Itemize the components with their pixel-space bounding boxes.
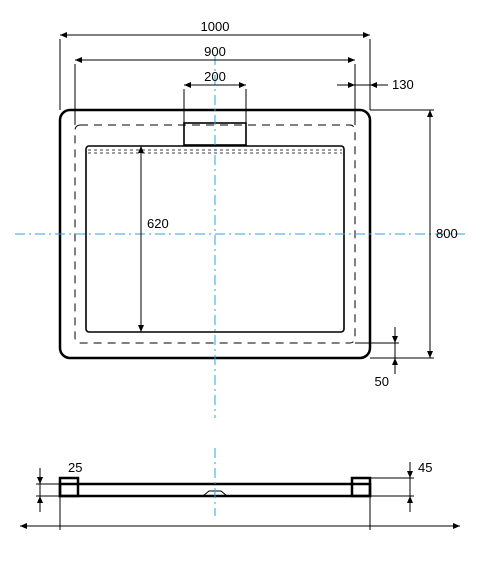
dim-200: 200	[204, 69, 226, 84]
section-view: 25 45	[20, 448, 460, 530]
dim-900: 900	[204, 44, 226, 59]
plan-view: 1000 900 200 130 800 620 50	[15, 19, 465, 418]
dim-25: 25	[68, 460, 82, 475]
dim-50: 50	[375, 374, 389, 389]
dim-45: 45	[418, 460, 432, 475]
dim-1000: 1000	[201, 19, 230, 34]
dim-620: 620	[147, 216, 169, 231]
dim-800: 800	[436, 226, 458, 241]
dim-130: 130	[392, 77, 414, 92]
